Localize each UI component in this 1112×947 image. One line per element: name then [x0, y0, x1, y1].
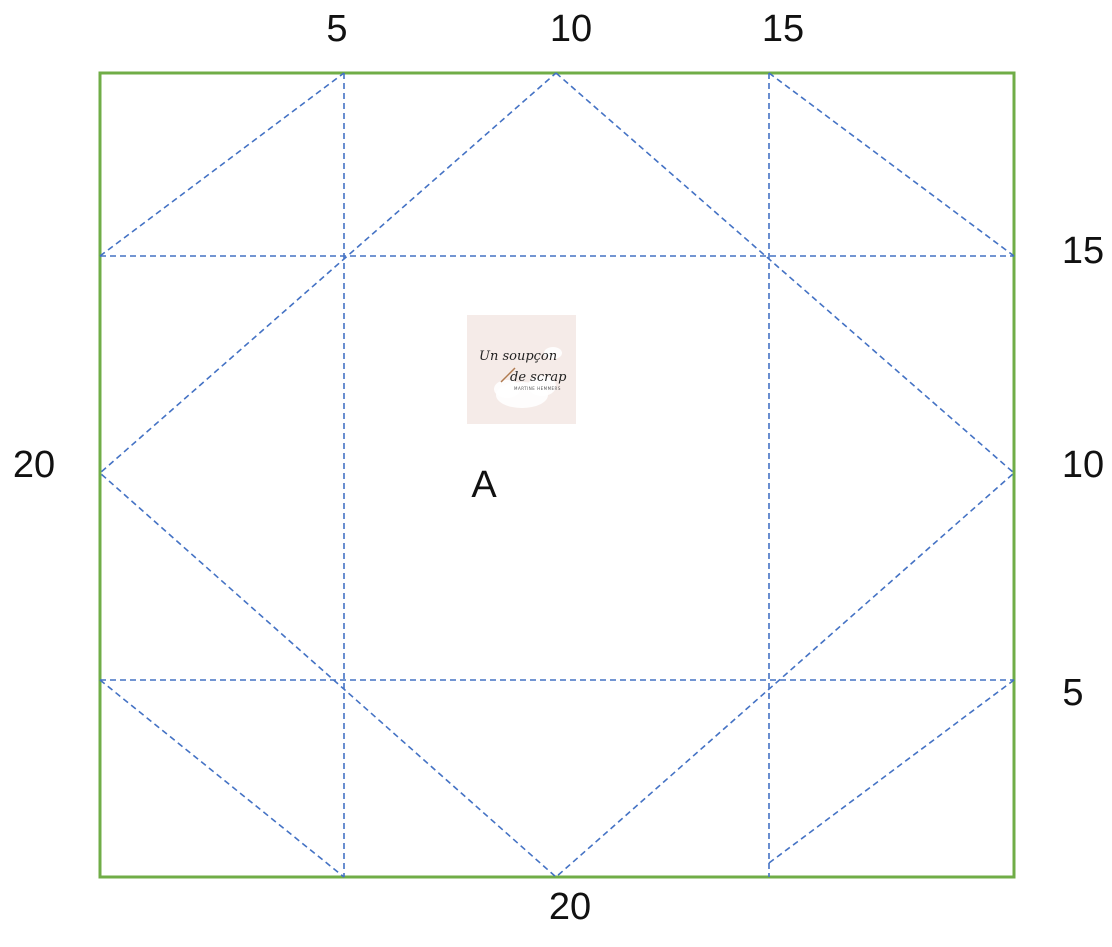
sheet-border — [98, 71, 1016, 879]
right-mark-15: 15 — [1062, 230, 1104, 272]
fold-line-diagonal-top-left — [99, 72, 345, 257]
top-mark-15: 15 — [762, 8, 804, 50]
bottom-label: 20 — [549, 886, 591, 928]
top-mark-10: 10 — [550, 8, 592, 50]
fold-line-diagonal-bottom-left — [99, 679, 345, 878]
un-soupcon-de-scrap-logo: Un soupçon de scrap MARTINE HEMMERS — [467, 315, 576, 424]
svg-text:de scrap: de scrap — [510, 370, 567, 385]
right-mark-10: 10 — [1062, 444, 1104, 486]
right-mark-5: 5 — [1062, 672, 1083, 714]
fold-line-diamond — [98, 72, 1016, 879]
left-label: 20 — [13, 444, 55, 486]
fold-line-diagonal-bottom-right — [768, 679, 1015, 864]
top-mark-5: 5 — [326, 8, 347, 50]
fold-line-diagonal-top-right — [768, 72, 1015, 257]
svg-text:MARTINE HEMMERS: MARTINE HEMMERS — [514, 386, 561, 391]
svg-text:Un soupçon: Un soupçon — [479, 349, 557, 364]
center-label: A — [471, 464, 497, 506]
